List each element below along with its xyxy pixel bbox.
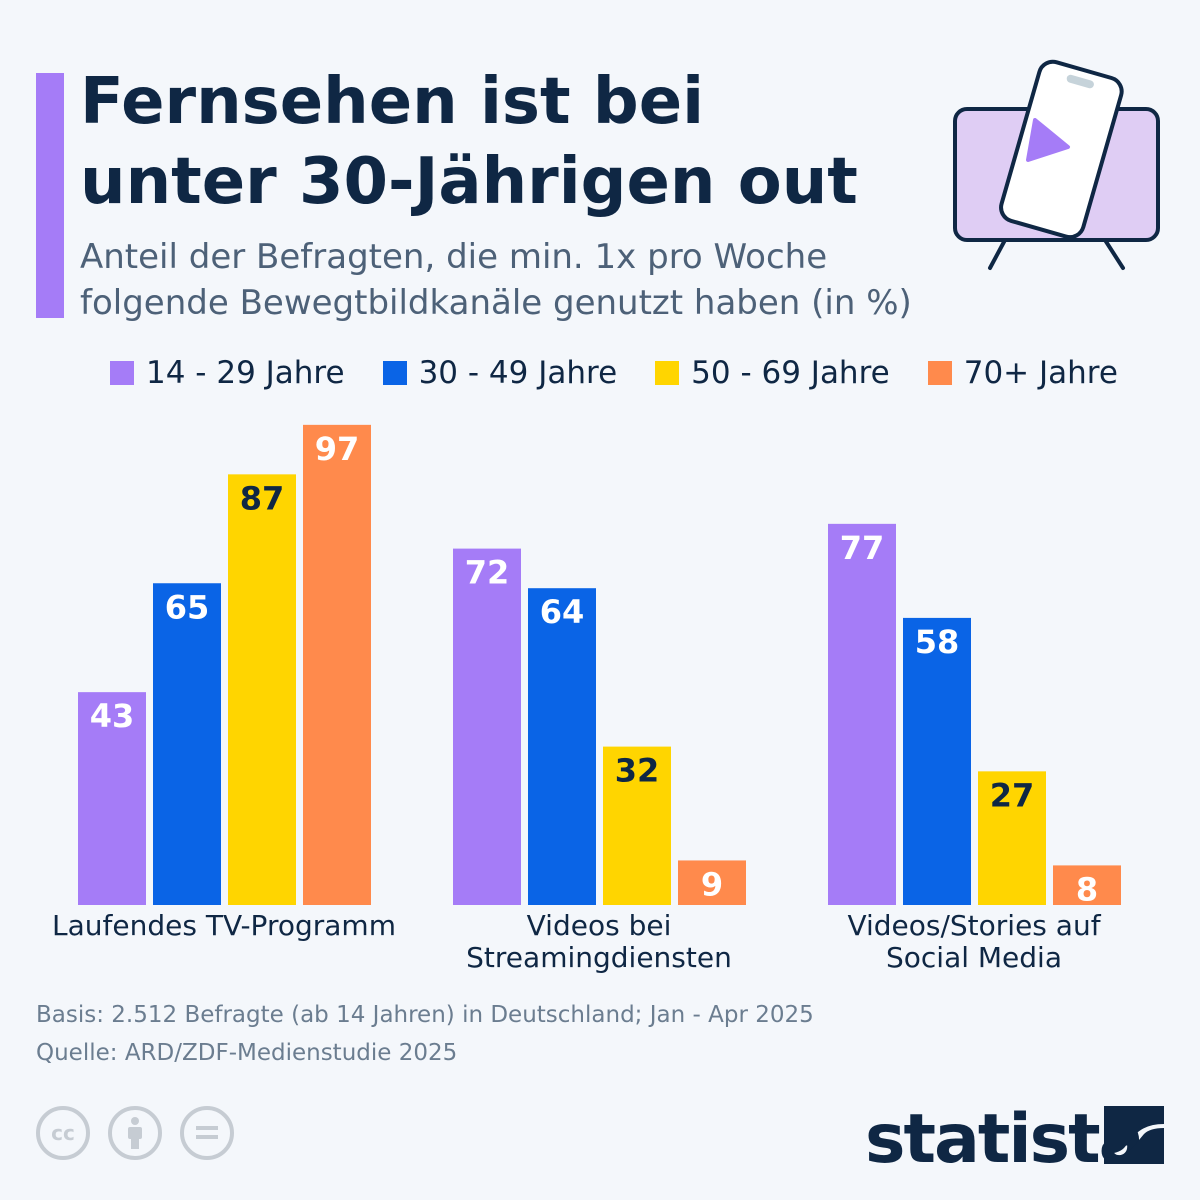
data-label: 97 xyxy=(315,430,360,468)
bar xyxy=(78,692,146,905)
bar xyxy=(153,583,221,905)
data-label: 8 xyxy=(1076,870,1098,908)
legend-label: 14 - 29 Jahre xyxy=(146,355,345,391)
legend-swatch xyxy=(110,361,134,385)
bar xyxy=(528,588,596,905)
legend-label: 70+ Jahre xyxy=(963,355,1118,391)
legend-swatch xyxy=(927,361,952,385)
bar xyxy=(228,474,296,905)
statista-logo-mark xyxy=(1104,1106,1164,1164)
category-label-line: Social Media xyxy=(885,941,1062,974)
category-label-line: Laufendes TV-Programm xyxy=(52,909,396,942)
data-label: 58 xyxy=(915,623,960,661)
legend-label: 50 - 69 Jahre xyxy=(691,355,890,391)
legend-item: 14 - 29 Jahre xyxy=(110,355,345,391)
category-label: Videos/Stories auf Social Media xyxy=(784,910,1164,974)
legend-item: 30 - 49 Jahre xyxy=(382,355,618,391)
statista-logo: statista xyxy=(865,1100,1145,1179)
data-label: 72 xyxy=(465,554,510,592)
attribution-icon xyxy=(108,1106,162,1160)
bar xyxy=(1053,865,1121,905)
legend-swatch xyxy=(655,361,680,385)
bar xyxy=(603,746,671,905)
legend: 14 - 29 Jahre 30 - 49 Jahre 50 - 69 Jahre 7… xyxy=(110,355,1118,391)
bar xyxy=(678,860,746,905)
cc-icon: cc xyxy=(36,1106,90,1160)
data-label: 87 xyxy=(240,479,285,517)
accent-bar xyxy=(36,73,64,318)
category-label: Videos bei Streamingdiensten xyxy=(409,910,789,974)
category-label-line: Streamingdiensten xyxy=(466,941,732,974)
category-label-line: Videos bei xyxy=(526,909,672,942)
legend-item: 70+ Jahre xyxy=(927,355,1118,391)
no-derivatives-icon xyxy=(180,1106,234,1160)
tv-with-smartphone-play-icon xyxy=(953,59,1160,270)
legend-label: 30 - 49 Jahre xyxy=(418,355,618,391)
bar xyxy=(453,548,521,905)
data-label: 64 xyxy=(540,593,585,631)
bar xyxy=(978,771,1046,905)
chart-subtitle: Anteil der Befragten, die min. 1x pro Wo… xyxy=(80,237,912,323)
category-label-line: Videos/Stories auf xyxy=(847,909,1101,942)
category-label: Laufendes TV-Programm xyxy=(34,910,414,942)
data-label: 27 xyxy=(990,776,1035,814)
chart-title: Fernsehen ist bei unter 30-Jährigen out xyxy=(80,65,858,219)
legend-swatch xyxy=(382,361,407,385)
legend-item: 50 - 69 Jahre xyxy=(655,355,890,391)
bar xyxy=(828,523,896,905)
bar-chart: 43 65 87 97 72 64 32 9 77 58 27 8 xyxy=(78,424,1121,908)
data-label: 32 xyxy=(615,752,660,790)
bar xyxy=(303,424,371,905)
bar xyxy=(903,617,971,905)
source-note: Quelle: ARD/ZDF-Medienstudie 2025 xyxy=(36,1040,458,1066)
basis-note: Basis: 2.512 Befragte (ab 14 Jahren) in … xyxy=(36,1002,814,1028)
data-label: 65 xyxy=(165,588,210,626)
data-label: 77 xyxy=(840,529,885,567)
data-label: 9 xyxy=(701,865,723,903)
data-label: 43 xyxy=(90,697,135,735)
